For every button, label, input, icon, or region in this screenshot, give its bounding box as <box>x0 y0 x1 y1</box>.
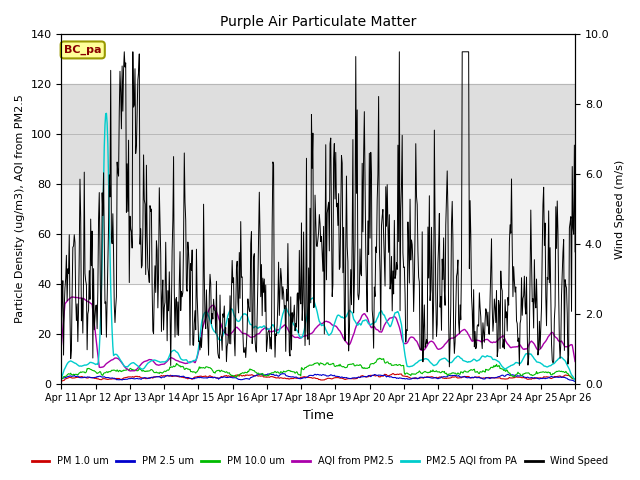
Legend: PM 1.0 um, PM 2.5 um, PM 10.0 um, AQI from PM2.5, PM2.5 AQI from PA, Wind Speed: PM 1.0 um, PM 2.5 um, PM 10.0 um, AQI fr… <box>28 453 612 470</box>
Title: Purple Air Particulate Matter: Purple Air Particulate Matter <box>220 15 417 29</box>
Bar <box>61 184 575 284</box>
Y-axis label: Particle Density (ug/m3), AQI from PM2.5: Particle Density (ug/m3), AQI from PM2.5 <box>15 95 25 324</box>
X-axis label: Time: Time <box>303 409 333 422</box>
Y-axis label: Wind Speed (m/s): Wind Speed (m/s) <box>615 159 625 259</box>
Bar <box>61 84 575 184</box>
Text: BC_pa: BC_pa <box>64 45 102 55</box>
